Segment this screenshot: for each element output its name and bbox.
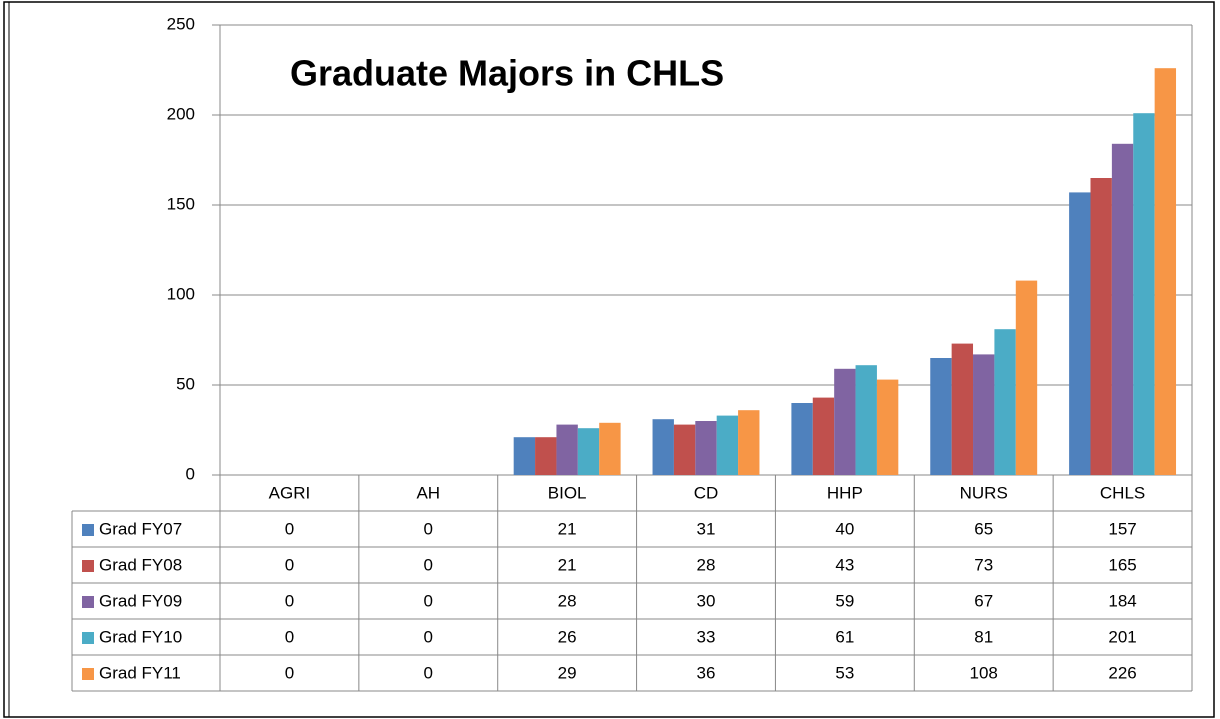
bar [1015, 280, 1038, 475]
bar [791, 403, 813, 475]
bar [695, 421, 717, 475]
table-value: 31 [697, 519, 716, 538]
table-value: 33 [697, 627, 716, 646]
table-value: 21 [558, 555, 577, 574]
y-tick-label: 200 [167, 104, 195, 123]
table-value: 184 [1108, 591, 1136, 610]
x-tick-label: CHLS [1100, 483, 1145, 502]
legend-label: Grad FY11 [99, 663, 181, 682]
chart-title: Graduate Majors in CHLS [290, 53, 724, 94]
x-tick-label: HHP [827, 483, 863, 502]
bar [951, 343, 974, 475]
bar [716, 415, 739, 475]
frame [3, 1, 1215, 718]
legend-key [82, 524, 94, 536]
table-value: 0 [285, 555, 294, 574]
bar [513, 437, 536, 475]
bar [994, 329, 1016, 475]
legend-key [82, 632, 94, 644]
table-value: 53 [835, 663, 854, 682]
y-tick-label: 0 [186, 464, 195, 483]
bar [652, 419, 674, 475]
table-value: 0 [285, 591, 294, 610]
table-value: 28 [558, 591, 577, 610]
table-value: 43 [835, 555, 854, 574]
table-value: 0 [424, 663, 433, 682]
table-value: 67 [974, 591, 993, 610]
legend-key [82, 668, 94, 680]
legend-key [82, 560, 94, 572]
y-tick-label: 150 [167, 194, 195, 213]
bar [1111, 143, 1134, 476]
table-value: 0 [285, 663, 294, 682]
bar [973, 354, 995, 475]
table-value: 157 [1108, 519, 1136, 538]
bar [812, 397, 835, 475]
bar [876, 379, 899, 475]
legend-label: Grad FY09 [99, 591, 182, 610]
bar [599, 422, 621, 475]
bar [1154, 68, 1177, 475]
table-value: 21 [558, 519, 577, 538]
table-value: 36 [697, 663, 716, 682]
y-tick-label: 250 [167, 14, 195, 33]
table-value: 201 [1108, 627, 1136, 646]
table-value: 0 [424, 627, 433, 646]
table-value: 0 [424, 519, 433, 538]
legend-label: Grad FY10 [99, 627, 182, 646]
legend-key [82, 596, 94, 608]
table-value: 28 [697, 555, 716, 574]
bar [834, 368, 856, 475]
x-tick-label: NURS [960, 483, 1008, 502]
table-value: 0 [285, 627, 294, 646]
table-value: 0 [285, 519, 294, 538]
table-value: 29 [558, 663, 577, 682]
table-value: 59 [835, 591, 854, 610]
bar [556, 424, 578, 475]
x-tick-label: AGRI [269, 483, 311, 502]
bar [1090, 178, 1112, 475]
bar [930, 358, 952, 475]
legend-label: Grad FY08 [99, 555, 182, 574]
table-value: 165 [1108, 555, 1136, 574]
bar [738, 410, 760, 475]
legend-label: Grad FY07 [99, 519, 182, 538]
table-value: 0 [424, 591, 433, 610]
bar [1069, 192, 1091, 475]
bar [855, 365, 877, 475]
bar [535, 437, 557, 475]
x-tick-label: AH [416, 483, 440, 502]
x-tick-label: CD [694, 483, 719, 502]
table-value: 81 [974, 627, 993, 646]
table-value: 65 [974, 519, 993, 538]
bar [577, 428, 600, 475]
table-value: 0 [424, 555, 433, 574]
table-value: 61 [835, 627, 854, 646]
y-tick-label: 100 [167, 284, 195, 303]
bar [673, 424, 696, 475]
bar [1133, 113, 1155, 475]
table-value: 108 [970, 663, 998, 682]
table-value: 26 [558, 627, 577, 646]
table-value: 73 [974, 555, 993, 574]
table-value: 30 [697, 591, 716, 610]
table-value: 40 [835, 519, 854, 538]
table-value: 226 [1108, 663, 1136, 682]
x-tick-label: BIOL [548, 483, 587, 502]
y-tick-label: 50 [176, 374, 195, 393]
